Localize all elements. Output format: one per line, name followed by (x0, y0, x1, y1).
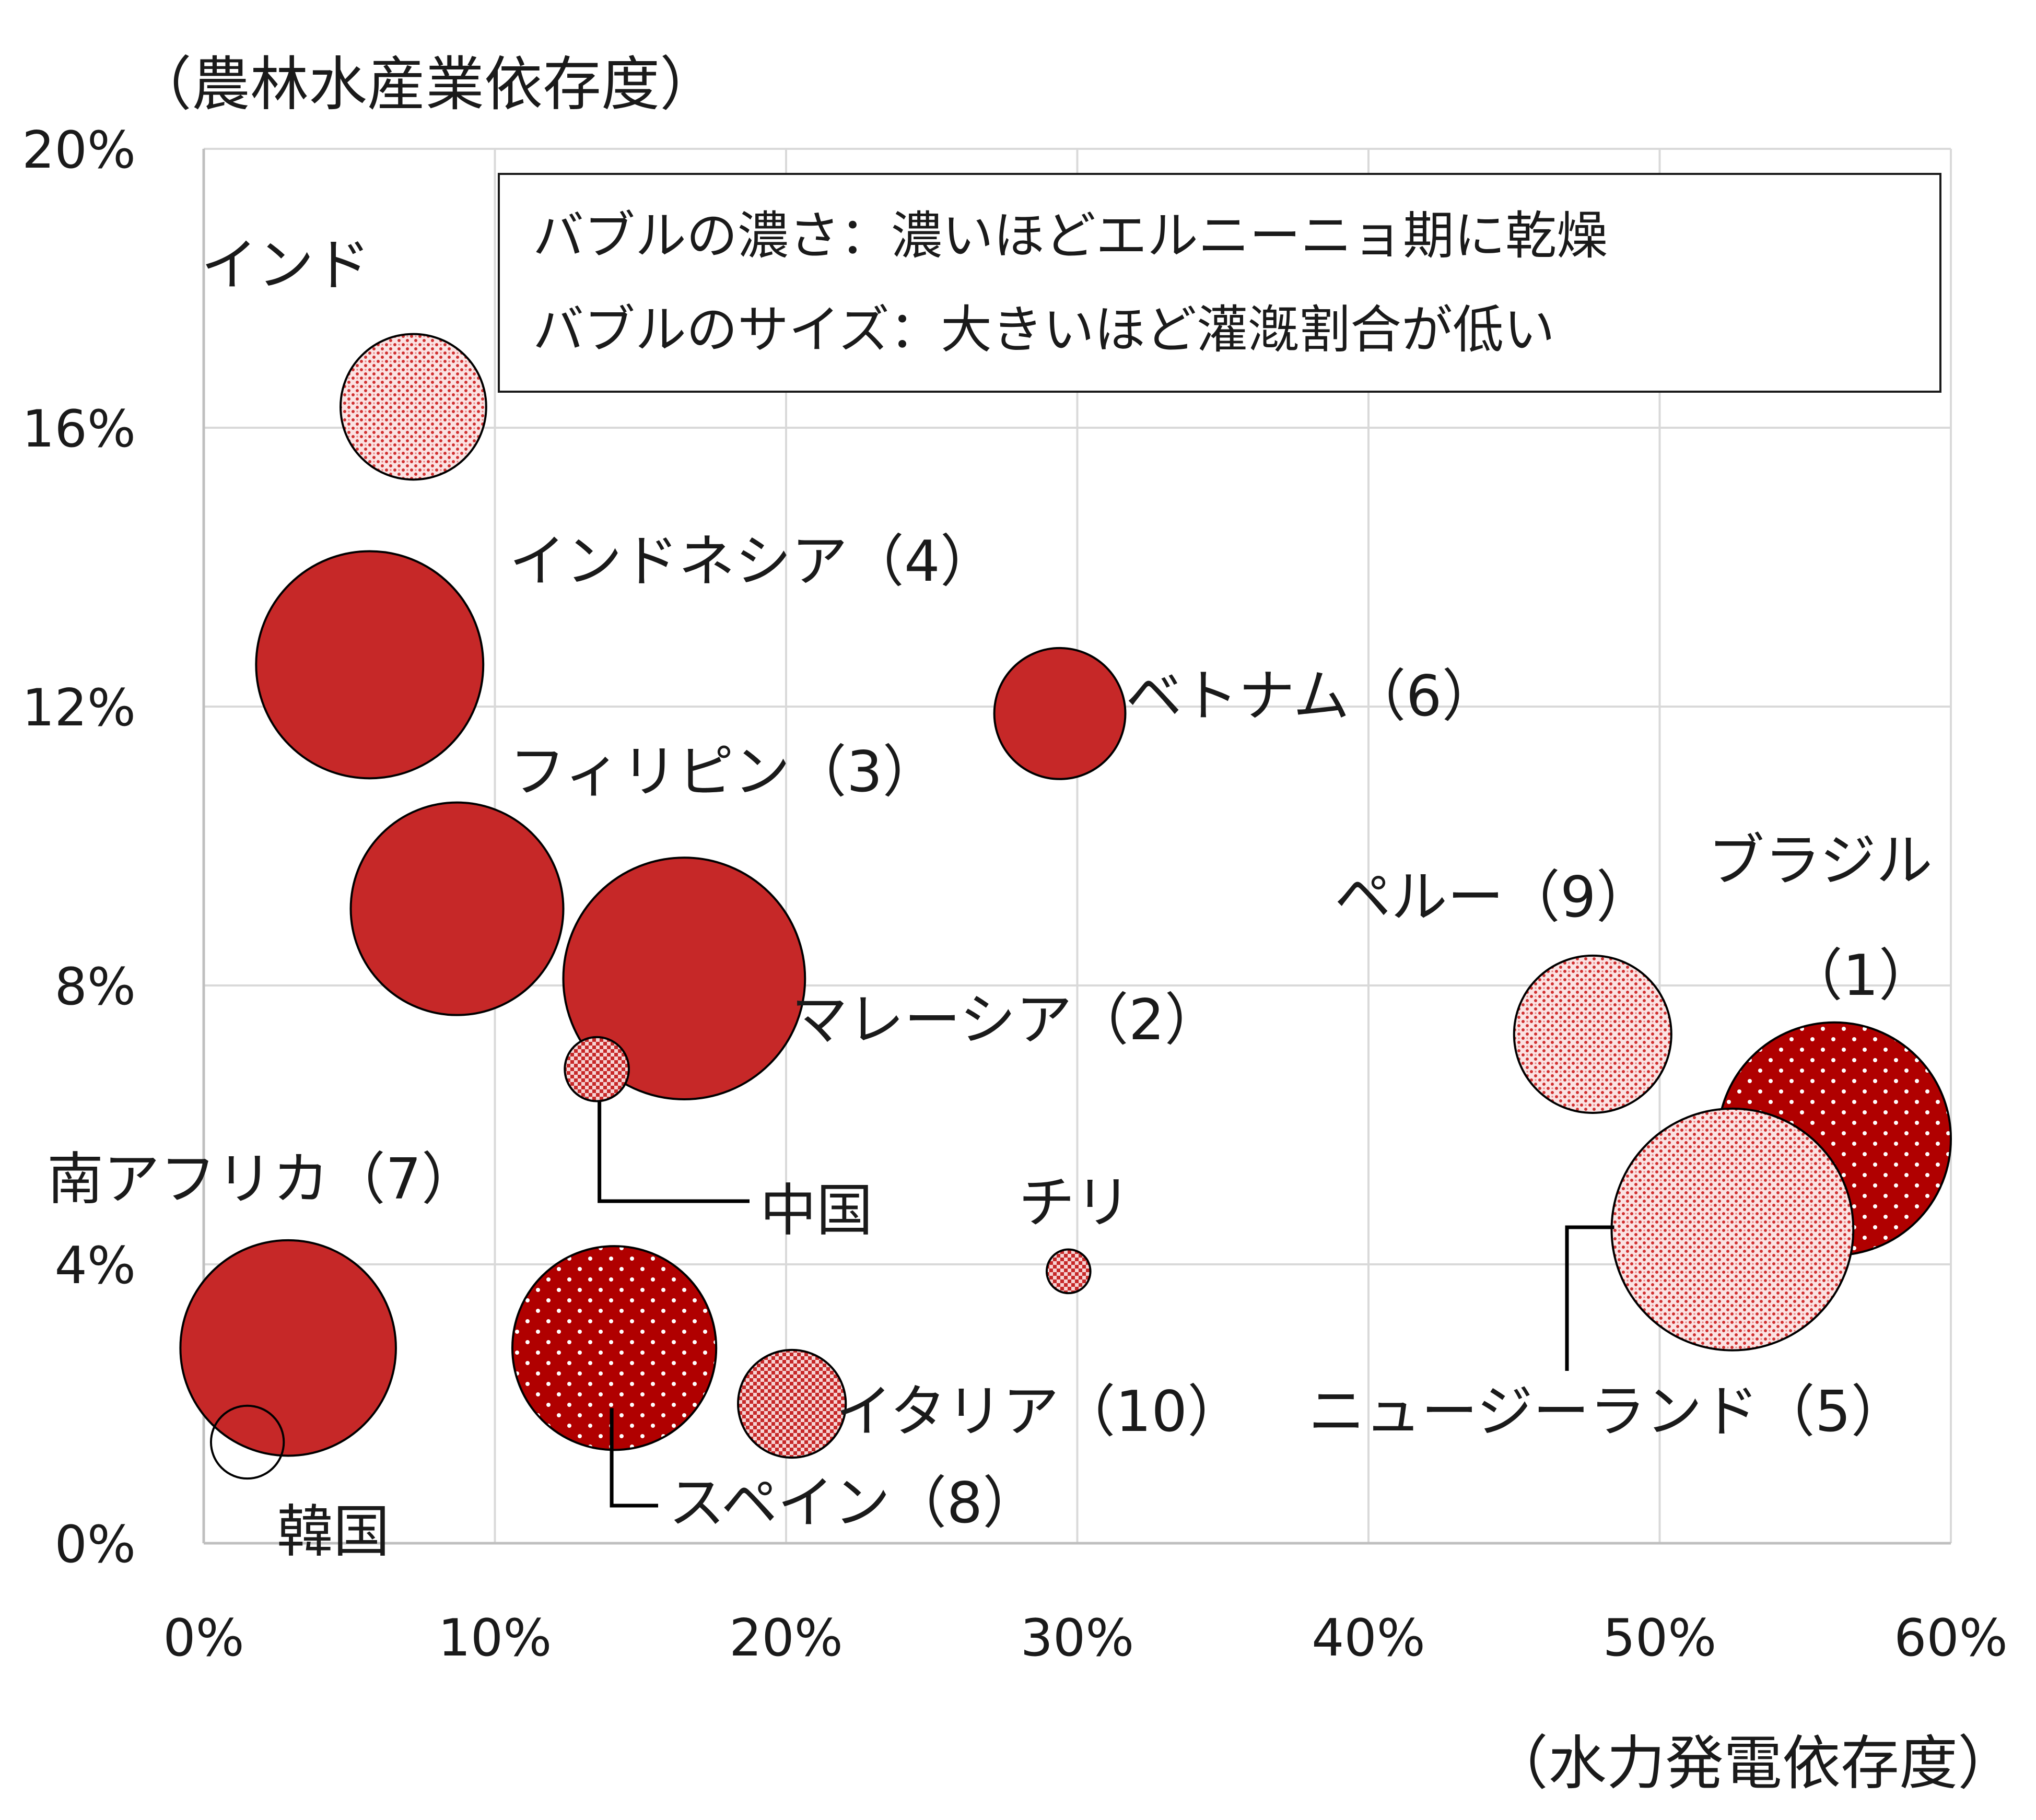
leader-line-china (598, 1101, 750, 1203)
y-tick-label: 0% (55, 1515, 136, 1575)
bubble-label: ニュージーランド（5） (1308, 1379, 1908, 1445)
bubble-label: チリ (1019, 1170, 1131, 1236)
bubble (255, 550, 485, 780)
bubble-label: 中国 (760, 1178, 873, 1243)
x-tick-label: 0% (163, 1608, 244, 1668)
bubble-label: （1） (1786, 943, 1935, 1008)
y-axis-title: （農林水産業依存度） (133, 51, 718, 119)
x-tick-label: 30% (1021, 1608, 1134, 1668)
x-tick-label: 50% (1603, 1608, 1717, 1668)
bubble (564, 1036, 630, 1102)
y-tick-label: 12% (22, 678, 136, 738)
bubble (993, 647, 1127, 780)
bubble-label: インド (201, 233, 370, 298)
x-tick-label: 60% (1894, 1608, 2008, 1668)
y-tick-label: 20% (22, 121, 136, 180)
legend-line-density: バブルの濃さ：濃いほどエルニーニョ期に乾燥 (533, 206, 1608, 266)
bubble-label: 南アフリカ（7） (47, 1147, 478, 1212)
bubble-label: 韓国 (277, 1499, 390, 1565)
bubble (1610, 1107, 1855, 1352)
bubble-label: ペルー（9） (1335, 865, 1653, 930)
x-tick-label: 20% (729, 1608, 843, 1668)
leader-line-new-zealand (1565, 1225, 1614, 1371)
x-tick-label: 10% (438, 1608, 552, 1668)
bubble-label: マレーシア（2） (791, 988, 1221, 1053)
bubble (349, 801, 565, 1016)
axes: 0% 10% 20% 30% 40% 50% 60% 0% 4% 8% 12% 16% 20% (22, 121, 2008, 1668)
legend: バブルの濃さ：濃いほどエルニーニョ期に乾燥 バブルのサイズ：大きいほど灌漑割合が… (498, 173, 1941, 393)
bubble (1045, 1248, 1092, 1295)
y-tick-label: 16% (22, 400, 136, 459)
bubble (562, 856, 806, 1101)
bubble-label: インドネシア（4） (509, 529, 997, 594)
x-axis-title: （水力発電依存度） (1490, 1730, 2016, 1798)
bubble (209, 1404, 285, 1480)
bubble-label: イタリア（10） (836, 1379, 1244, 1445)
bubble-label: ブラジル (1708, 828, 1933, 894)
leader-line-spain (610, 1408, 658, 1508)
bubble (511, 1245, 718, 1451)
x-tick-label: 40% (1312, 1608, 1425, 1668)
y-tick-label: 8% (55, 957, 136, 1017)
leader-lines (598, 1101, 1614, 1508)
bubble (737, 1348, 847, 1459)
bubble (340, 333, 487, 481)
y-tick-label: 4% (55, 1236, 136, 1296)
bubbles (179, 333, 1952, 1480)
bubble-label: ベトナム（6） (1126, 664, 1498, 729)
legend-line-size: バブルのサイズ：大きいほど灌漑割合が低い (533, 300, 1555, 360)
bubble-label: フィリピン（3） (509, 739, 939, 805)
bubble-label: スペイン（8） (669, 1471, 1039, 1536)
bubble (1513, 954, 1672, 1114)
bubble (179, 1239, 397, 1457)
